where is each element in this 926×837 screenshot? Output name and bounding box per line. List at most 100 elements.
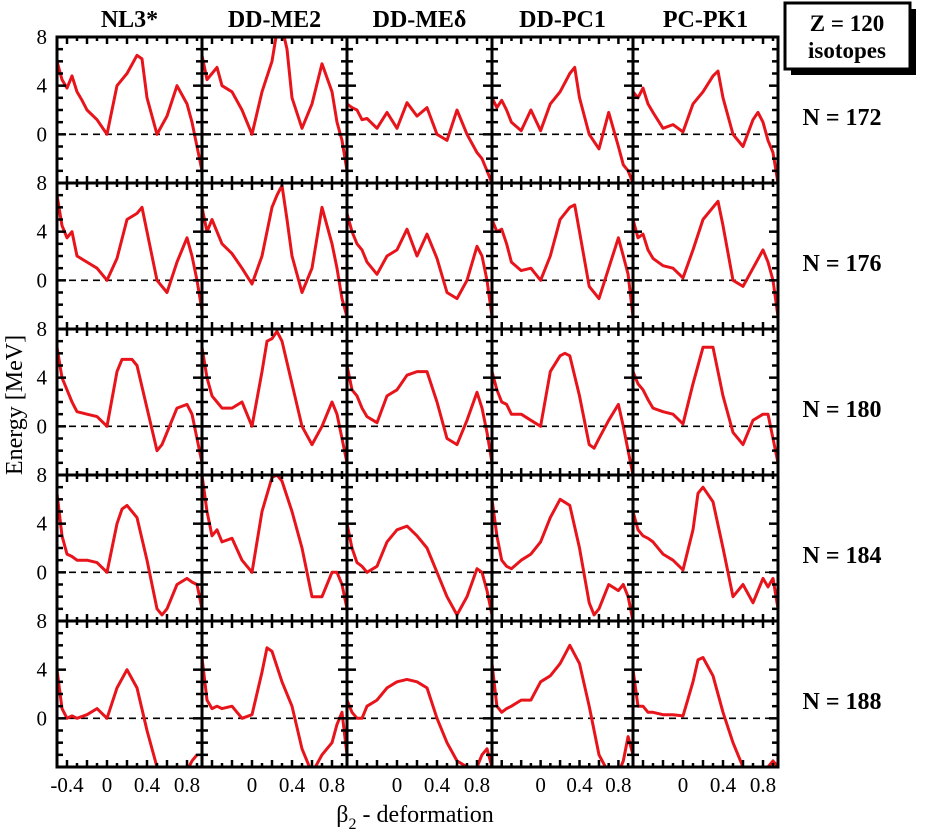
- x-tick-label: 0.4: [134, 773, 161, 797]
- y-tick-label: 0: [37, 268, 48, 292]
- panel-r4-c0: [55, 619, 204, 769]
- x-tick-label: 0: [678, 773, 689, 797]
- energy-curve: [347, 101, 492, 183]
- y-tick-label: 4: [37, 74, 48, 98]
- panel-frame: [490, 473, 635, 623]
- column-title: DD-PC1: [519, 7, 606, 33]
- energy-curve: [347, 213, 492, 318]
- y-tick-label: 0: [37, 122, 48, 146]
- panel-r0-c4: [631, 35, 780, 185]
- x-tick-label: 0.8: [750, 773, 776, 797]
- energy-curve: [347, 523, 492, 617]
- panel-r4-c2: [345, 619, 494, 769]
- panel-r2-c0: [55, 327, 204, 477]
- x-tick-label: 0: [535, 773, 546, 797]
- panel-frame: [345, 327, 494, 477]
- row-label: N = 172: [802, 105, 881, 131]
- panel-frame: [345, 473, 494, 623]
- column-title: DD-ME2: [228, 7, 321, 33]
- row-label: N = 184: [802, 543, 881, 569]
- row-label: N = 180: [802, 397, 881, 423]
- isotopes-label: isotopes: [808, 38, 886, 63]
- panel-r0-c3: [490, 35, 635, 185]
- panel-r1-c4: [631, 181, 780, 331]
- x-tick-label: -0.4: [50, 773, 84, 797]
- panel-frame: [631, 619, 780, 769]
- panel-frame: [200, 35, 349, 185]
- panels-layer: [55, 35, 780, 769]
- energy-curve: [633, 485, 778, 610]
- energy-curve: [633, 69, 778, 183]
- energy-curve: [347, 677, 492, 767]
- y-tick-label: 4: [37, 512, 48, 536]
- panel-r3-c1: [200, 473, 349, 623]
- energy-curve: [202, 475, 347, 610]
- panel-r3-c2: [345, 473, 494, 623]
- row-label: N = 176: [802, 251, 881, 277]
- energy-curve: [202, 646, 347, 767]
- panel-r1-c3: [490, 181, 635, 331]
- x-tick-label: 0.4: [710, 773, 737, 797]
- panel-r1-c0: [55, 181, 204, 331]
- x-tick-label: 0.4: [566, 773, 593, 797]
- panel-r1-c1: [200, 181, 349, 331]
- energy-curve: [57, 493, 202, 617]
- z-label: Z = 120: [810, 11, 884, 36]
- panel-frame: [55, 327, 204, 477]
- x-tick-label: 0: [102, 773, 113, 797]
- panel-r0-c1: [200, 35, 349, 185]
- y-tick-label: 4: [37, 366, 48, 390]
- panel-r4-c3: [490, 619, 635, 769]
- energy-curve: [492, 65, 633, 183]
- energy-curve: [57, 53, 202, 172]
- y-tick-label: 8: [37, 463, 48, 487]
- energy-curve: [57, 194, 202, 312]
- panel-frame: [200, 473, 349, 623]
- panel-frame: [490, 619, 635, 769]
- y-axis-label: Energy [MeV]: [2, 335, 28, 475]
- y-tick-label: 4: [37, 220, 48, 244]
- panel-r2-c4: [631, 327, 780, 477]
- column-title: PC-PK1: [663, 7, 748, 33]
- x-axis-label: β2 - deformation: [336, 802, 494, 833]
- panel-frame: [345, 619, 494, 769]
- y-tick-label: 8: [37, 317, 48, 341]
- energy-curve: [202, 329, 347, 464]
- energy-curve: [57, 668, 199, 767]
- x-tick-label: 0.8: [319, 773, 345, 797]
- row-label: N = 188: [802, 689, 881, 715]
- row-labels: N = 172 N = 176 N = 180 N = 184 N = 188: [802, 105, 881, 715]
- panel-r3-c4: [631, 473, 780, 623]
- panel-r0-c0: [55, 35, 204, 185]
- column-title: NL3*: [101, 7, 158, 33]
- energy-curve: [57, 347, 202, 464]
- x-tick-label: 0: [392, 773, 403, 797]
- y-tick-label: 0: [37, 706, 48, 730]
- panel-r2-c2: [345, 327, 494, 477]
- energy-curve: [202, 183, 347, 318]
- energy-curve: [633, 345, 778, 464]
- panel-frame: [631, 327, 780, 477]
- energy-curve: [492, 351, 633, 475]
- energy-curve: [633, 656, 778, 767]
- energy-curve: [347, 365, 492, 464]
- panel-r4-c4: [631, 619, 780, 769]
- energy-curve: [633, 199, 778, 318]
- y-tick-label: 8: [37, 25, 48, 49]
- panel-r4-c1: [200, 619, 349, 769]
- column-title: DD-MEδ: [373, 7, 467, 33]
- panel-r2-c3: [490, 327, 635, 477]
- x-tick-label: 0.4: [424, 773, 451, 797]
- panel-frame: [345, 181, 494, 331]
- panel-frame: [55, 619, 204, 769]
- y-tick-label: 0: [37, 414, 48, 438]
- panel-frame: [55, 35, 204, 185]
- panel-frame: [345, 35, 494, 185]
- energy-curve: [492, 643, 633, 767]
- panel-r3-c3: [490, 473, 635, 623]
- x-axis-subscript: 2: [348, 816, 356, 833]
- z-label-box: Z = 120 isotopes: [783, 1, 916, 75]
- y-tick-labels: 0 4 8 0 4 8 0 4 8 0 4 8 0 4 8: [37, 25, 48, 730]
- y-tick-label: 4: [37, 658, 48, 682]
